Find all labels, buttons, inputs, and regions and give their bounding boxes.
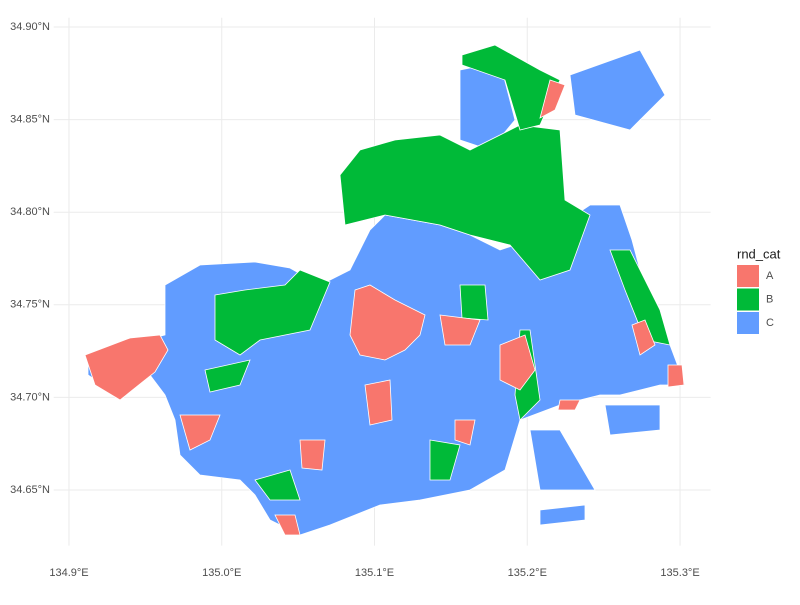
legend-swatch: [737, 312, 759, 334]
y-tick-label: 34.85°N: [10, 113, 50, 125]
map-region: [179, 414, 221, 451]
map-region: [84, 334, 169, 401]
map-region: [539, 79, 566, 119]
map-region: [557, 399, 581, 411]
map-region: [459, 284, 489, 321]
x-tick-label: 135.0°E: [202, 567, 241, 579]
legend-title: rnd_cat: [737, 246, 781, 261]
legend-swatch: [737, 288, 759, 311]
legend-label: B: [766, 293, 773, 305]
map-region: [364, 379, 393, 426]
map-region: [274, 514, 301, 536]
map-region: [539, 504, 586, 526]
x-tick-label: 135.3°E: [660, 567, 699, 579]
map-region: [499, 334, 536, 391]
y-tick-label: 34.80°N: [10, 206, 50, 218]
map-region: [204, 359, 251, 393]
map-region: [214, 269, 331, 356]
map: [84, 44, 686, 536]
x-tick-label: 134.9°E: [49, 567, 88, 579]
map-region: [349, 284, 426, 361]
map-region: [604, 404, 661, 436]
y-tick-label: 34.90°N: [10, 21, 50, 33]
x-tick-label: 135.1°E: [355, 567, 394, 579]
map-region: [339, 124, 591, 281]
map-region: [439, 314, 481, 346]
map-region: [569, 49, 666, 131]
map-region: [87, 204, 686, 536]
x-tick-label: 135.2°E: [508, 567, 547, 579]
legend: rnd_cat ABC: [737, 246, 781, 334]
map-region: [609, 249, 671, 346]
map-region: [631, 319, 656, 356]
legend-label: A: [766, 270, 774, 282]
map-region: [667, 364, 685, 388]
map-region: [299, 439, 326, 471]
map-region: [529, 429, 596, 491]
y-tick-label: 34.65°N: [10, 484, 50, 496]
legend-swatch: [737, 265, 759, 287]
map-region: [461, 44, 561, 131]
map-region: [429, 439, 461, 481]
map-region: [454, 419, 476, 446]
legend-label: C: [766, 317, 774, 329]
y-tick-label: 34.75°N: [10, 299, 50, 311]
map-region: [254, 469, 301, 501]
y-tick-label: 34.70°N: [10, 391, 50, 403]
